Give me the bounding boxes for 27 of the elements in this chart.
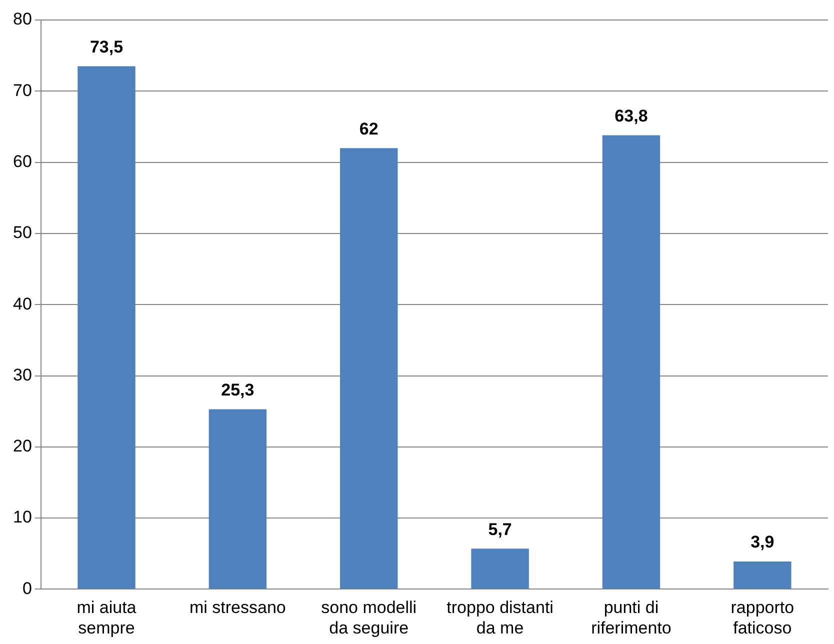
x-tick-label: sono modelli da seguire	[321, 598, 417, 638]
x-tick-label: mi stressano	[189, 598, 286, 618]
y-tick-label: 80	[12, 10, 32, 29]
data-label: 62	[359, 119, 378, 138]
x-tick-label: punti di riferimento	[591, 598, 672, 638]
y-tick-label: 70	[12, 80, 32, 100]
y-tick-label: 0	[22, 578, 32, 598]
y-tick-label: 60	[12, 152, 32, 171]
data-label: 63,8	[614, 106, 648, 126]
y-tick-label: 30	[12, 365, 32, 384]
bar	[78, 66, 136, 589]
bar	[340, 148, 398, 589]
data-label: 25,3	[221, 380, 254, 400]
bar	[602, 135, 660, 589]
y-tick-label: 40	[12, 294, 32, 314]
data-label: 5,7	[488, 520, 512, 539]
data-label: 73,5	[90, 37, 124, 56]
y-tick-label: 10	[12, 508, 32, 527]
bar	[208, 409, 267, 589]
bar	[471, 548, 529, 589]
data-label: 3,9	[750, 532, 774, 552]
x-tick-label: rapporto faticoso	[730, 598, 794, 638]
y-tick-label: 50	[12, 223, 32, 242]
bar	[734, 561, 792, 589]
x-tick-label: mi aiuta sempre	[76, 598, 137, 638]
y-tick-label: 20	[12, 436, 32, 456]
x-tick-label: troppo distanti da me	[446, 598, 554, 638]
